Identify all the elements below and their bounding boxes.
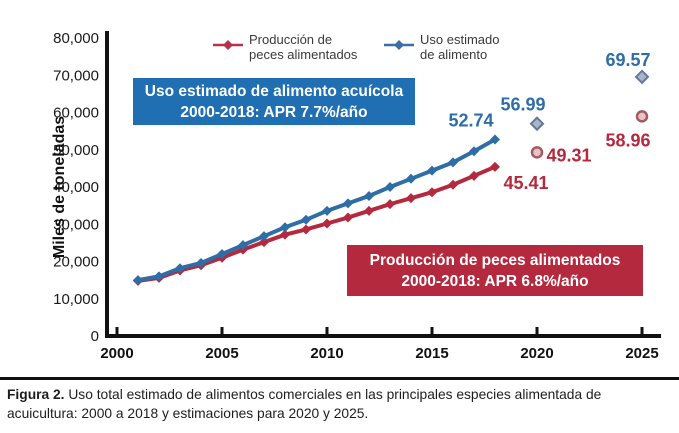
series-marker-produccion xyxy=(301,224,311,235)
y-tick-label: 40,000 xyxy=(53,179,99,196)
data-label-produccion: 49.31 xyxy=(546,145,591,165)
legend-entry-produccion: Producción de peces alimentados xyxy=(213,32,357,62)
x-tick-label: 2025 xyxy=(625,345,658,362)
series-marker-produccion xyxy=(427,187,437,198)
series-marker-produccion xyxy=(385,199,395,210)
series-marker-produccion xyxy=(343,212,353,223)
projection-marker-uso xyxy=(529,116,545,132)
series-marker-uso xyxy=(133,275,143,286)
caption-divider xyxy=(0,377,679,380)
series-marker-uso xyxy=(280,222,290,233)
series-marker-uso xyxy=(343,198,353,209)
legend-label-line: Producción de xyxy=(249,32,333,47)
legend-label-uso: Uso estimado de alimento xyxy=(420,32,499,62)
series-marker-uso xyxy=(217,249,227,260)
legend-label-line: de alimento xyxy=(420,47,488,62)
produccion-line-marker-icon xyxy=(213,40,243,50)
projection-marker-produccion xyxy=(635,110,649,123)
y-tick-label: 50,000 xyxy=(53,142,99,159)
series-marker-uso xyxy=(238,240,248,251)
series-marker-uso xyxy=(469,146,479,157)
uso-line-marker-icon xyxy=(384,40,414,50)
caption-text-line2: acuicultura: 2000 a 2018 y estimaciones … xyxy=(7,406,369,421)
legend-label-line: Uso estimado xyxy=(420,32,500,47)
series-marker-uso xyxy=(154,271,164,282)
series-marker-uso xyxy=(385,182,395,192)
annotation-line: Uso estimado de alimento acuícola xyxy=(144,82,404,100)
y-tick-label: 80,000 xyxy=(53,30,99,47)
series-marker-produccion xyxy=(448,179,458,190)
series-marker-uso xyxy=(406,173,416,184)
series-marker-uso xyxy=(175,263,185,274)
legend-entry-uso: Uso estimado de alimento xyxy=(384,32,499,62)
data-label-uso: 56.99 xyxy=(500,95,545,115)
y-tick-label: 70,000 xyxy=(53,67,99,84)
x-tick-label: 2010 xyxy=(310,345,343,362)
series-marker-uso xyxy=(259,231,269,242)
chart-plot-area: 0 10,000 20,000 30,000 40,000 50,000 60,000 70,… xyxy=(51,30,661,362)
data-label-produccion: 58.96 xyxy=(605,130,650,150)
legend-diamond xyxy=(394,40,404,50)
series-marker-uso xyxy=(322,205,332,216)
series-marker-uso xyxy=(490,134,500,145)
series-marker-uso xyxy=(196,257,206,268)
projection-marker-uso xyxy=(634,69,650,85)
x-tick-label: 2015 xyxy=(415,345,448,362)
y-tick-label: 10,000 xyxy=(53,291,99,308)
data-label-uso: 69.57 xyxy=(605,50,650,70)
caption-text-line1: Uso total estimado de alimentos comercia… xyxy=(64,387,602,402)
annotation-line: 2000-2018: APR 7.7%/año xyxy=(180,103,368,121)
y-tick-label: 30,000 xyxy=(53,216,99,233)
annotation-line: Producción de peces alimentados xyxy=(369,251,621,269)
series-marker-uso xyxy=(427,165,437,176)
series-marker-produccion xyxy=(259,237,269,248)
figure-caption: Figura 2. Uso total estimado de alimento… xyxy=(7,385,667,423)
x-tick-label: 2000 xyxy=(100,345,133,362)
series-marker-produccion xyxy=(406,193,416,204)
caption-label: Figura 2. xyxy=(7,387,65,402)
x-tick-label: 2005 xyxy=(205,345,238,362)
annotation-line: 2000-2018: APR 6.8%/año xyxy=(401,272,589,290)
produccion-apr-annotation: Producción de peces alimentados 2000-201… xyxy=(347,245,643,296)
legend-diamond xyxy=(223,40,233,50)
data-label-produccion: 45.41 xyxy=(503,173,548,193)
series-marker-produccion xyxy=(322,218,332,229)
series-marker-produccion xyxy=(280,229,290,240)
y-tick-label: 20,000 xyxy=(53,254,99,271)
x-tick-label: 2020 xyxy=(520,345,553,362)
uso-apr-annotation: Uso estimado de alimento acuícola 2000-2… xyxy=(133,78,415,125)
series-marker-produccion xyxy=(490,161,500,172)
legend-label-produccion: Producción de peces alimentados xyxy=(249,32,357,62)
series-marker-uso xyxy=(364,190,374,201)
y-tick-label: 60,000 xyxy=(53,105,99,122)
series-marker-produccion xyxy=(364,205,374,216)
projection-marker-produccion xyxy=(530,146,544,159)
y-tick-label: 0 xyxy=(91,328,99,345)
series-marker-uso xyxy=(301,214,311,225)
series-marker-uso xyxy=(448,157,458,168)
y-axis-title: Miles de toneladas xyxy=(51,116,68,258)
series-marker-produccion xyxy=(469,170,479,181)
data-label-uso: 52.74 xyxy=(448,111,493,131)
legend-label-line: peces alimentados xyxy=(249,47,358,62)
